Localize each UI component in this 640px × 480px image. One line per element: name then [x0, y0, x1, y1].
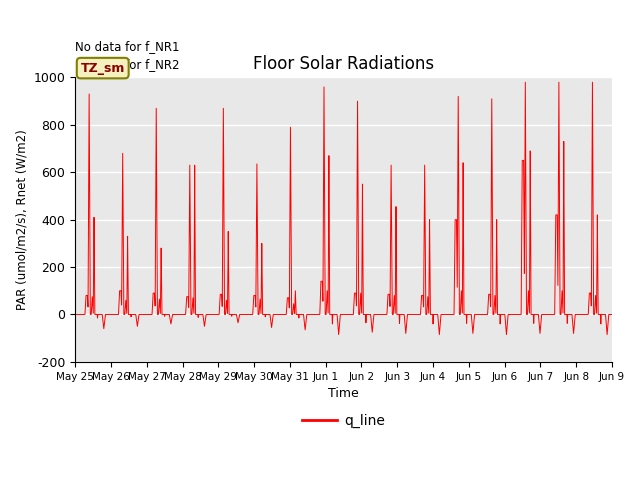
- Y-axis label: PAR (umol/m2/s), Rnet (W/m2): PAR (umol/m2/s), Rnet (W/m2): [15, 129, 28, 310]
- Text: TZ_sm: TZ_sm: [81, 61, 125, 74]
- Text: No data for f_NR2: No data for f_NR2: [75, 58, 180, 71]
- Title: Floor Solar Radiations: Floor Solar Radiations: [253, 55, 434, 73]
- X-axis label: Time: Time: [328, 387, 359, 400]
- Text: No data for f_NR1: No data for f_NR1: [75, 40, 180, 53]
- Legend: q_line: q_line: [297, 408, 390, 434]
